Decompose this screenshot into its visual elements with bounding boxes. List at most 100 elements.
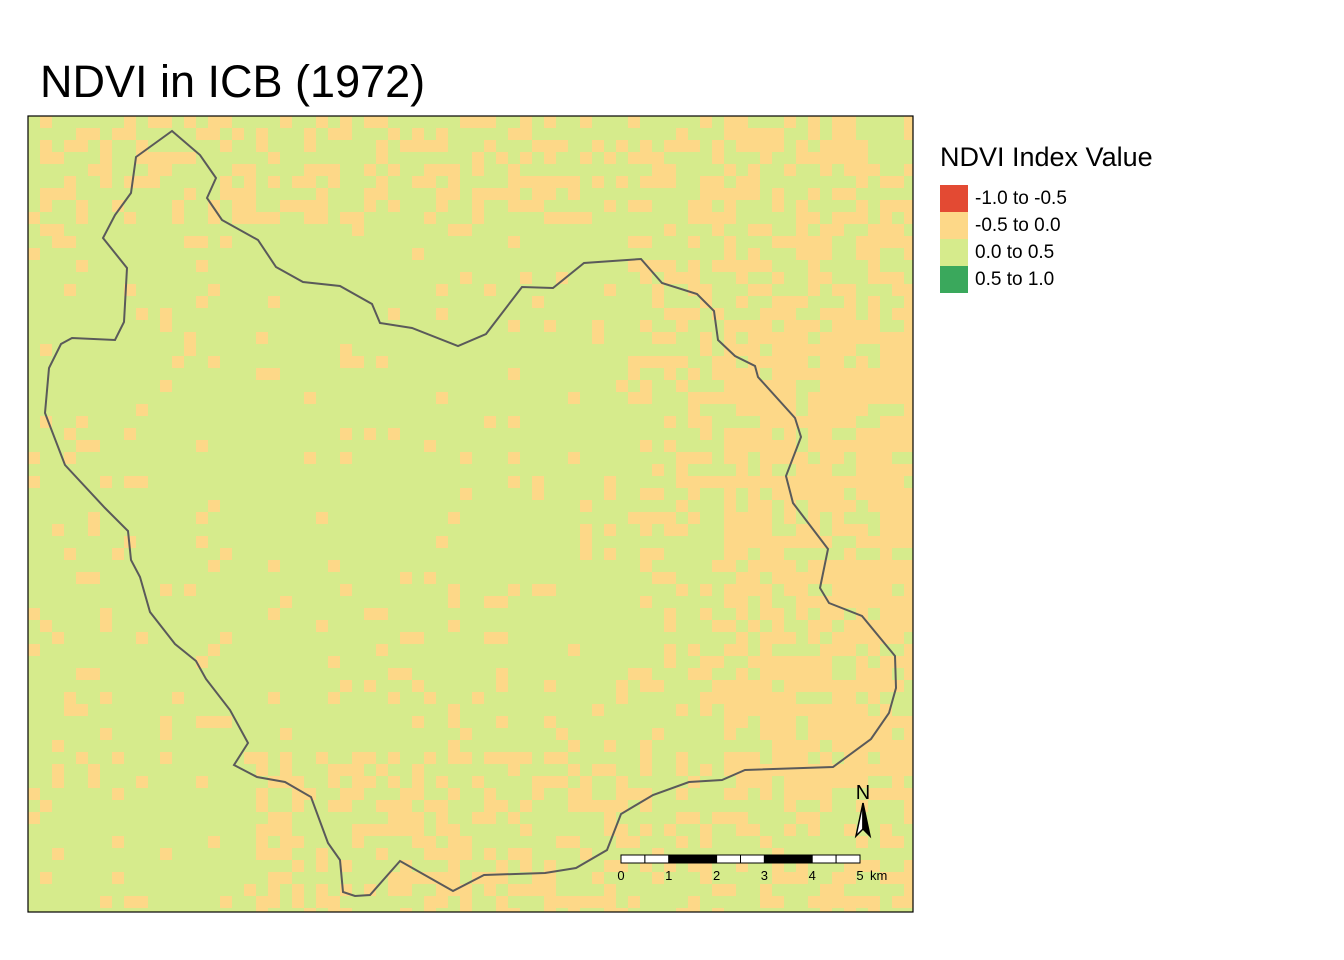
raster-cell bbox=[844, 584, 856, 596]
raster-cell bbox=[148, 116, 160, 128]
raster-cell bbox=[832, 440, 844, 452]
raster-cell bbox=[76, 128, 88, 140]
raster-cell bbox=[388, 668, 400, 680]
raster-cell bbox=[856, 164, 868, 176]
raster-cell bbox=[580, 500, 592, 512]
raster-cell bbox=[844, 368, 856, 380]
raster-cell bbox=[436, 824, 448, 836]
raster-cell bbox=[304, 908, 316, 912]
raster-cell bbox=[616, 140, 628, 152]
raster-cell bbox=[472, 812, 484, 824]
raster-cell bbox=[868, 392, 880, 404]
raster-cell bbox=[448, 860, 460, 872]
raster-cell bbox=[400, 800, 412, 812]
raster-cell bbox=[184, 188, 196, 200]
raster-cell bbox=[268, 368, 280, 380]
raster-cell bbox=[376, 116, 388, 128]
raster-cell bbox=[436, 776, 448, 788]
raster-cell bbox=[868, 476, 880, 488]
raster-cell bbox=[724, 596, 736, 608]
raster-cell bbox=[760, 728, 772, 740]
raster-cell bbox=[688, 452, 700, 464]
raster-cell bbox=[484, 596, 496, 608]
raster-cell bbox=[676, 380, 688, 392]
raster-cell bbox=[640, 800, 652, 812]
raster-cell bbox=[340, 764, 352, 776]
raster-cell bbox=[880, 416, 892, 428]
raster-cell bbox=[304, 164, 316, 176]
raster-cell bbox=[832, 332, 844, 344]
raster-cell bbox=[340, 428, 352, 440]
raster-cell bbox=[352, 824, 364, 836]
raster-cell bbox=[400, 668, 412, 680]
raster-cell bbox=[820, 356, 832, 368]
raster-cell bbox=[184, 152, 196, 164]
raster-cell bbox=[436, 164, 448, 176]
raster-cell bbox=[604, 860, 616, 872]
raster-cell bbox=[868, 788, 880, 800]
raster-cell bbox=[256, 836, 268, 848]
raster-cell bbox=[508, 476, 520, 488]
raster-cell bbox=[856, 464, 868, 476]
raster-cell bbox=[712, 212, 724, 224]
raster-cell bbox=[436, 812, 448, 824]
raster-cell bbox=[844, 740, 856, 752]
raster-cell bbox=[448, 848, 460, 860]
raster-cell bbox=[724, 248, 736, 260]
raster-cell bbox=[136, 632, 148, 644]
raster-cell bbox=[772, 308, 784, 320]
raster-cell bbox=[832, 416, 844, 428]
scale-bar-segment bbox=[787, 854, 813, 864]
raster-cell bbox=[400, 908, 412, 912]
scale-bar-unit: km bbox=[870, 868, 887, 883]
raster-cell bbox=[136, 776, 148, 788]
raster-cell bbox=[676, 812, 688, 824]
raster-cell bbox=[580, 524, 592, 536]
raster-cell bbox=[748, 704, 760, 716]
raster-cell bbox=[688, 908, 700, 912]
raster-cell bbox=[904, 344, 913, 356]
raster-cell bbox=[544, 716, 556, 728]
raster-cell bbox=[772, 416, 784, 428]
raster-cell bbox=[904, 320, 913, 332]
raster-cell bbox=[496, 860, 508, 872]
raster-cell bbox=[412, 812, 424, 824]
raster-cell bbox=[40, 620, 52, 632]
raster-cell bbox=[748, 488, 760, 500]
raster-cell bbox=[856, 428, 868, 440]
raster-cell bbox=[436, 308, 448, 320]
raster-cell bbox=[520, 824, 532, 836]
raster-cell bbox=[820, 620, 832, 632]
raster-cell bbox=[856, 152, 868, 164]
raster-cell bbox=[388, 428, 400, 440]
raster-cell bbox=[820, 752, 832, 764]
raster-cell bbox=[832, 872, 844, 884]
raster-cell bbox=[868, 680, 880, 692]
raster-cell bbox=[820, 236, 832, 248]
raster-cell bbox=[808, 656, 820, 668]
raster-cell bbox=[904, 800, 913, 812]
raster-cell bbox=[796, 296, 808, 308]
raster-cell bbox=[892, 632, 904, 644]
raster-cell bbox=[448, 716, 460, 728]
raster-cell bbox=[652, 572, 664, 584]
raster-cell bbox=[484, 140, 496, 152]
raster-cell bbox=[268, 608, 280, 620]
raster-cell bbox=[244, 752, 256, 764]
raster-cell bbox=[784, 392, 796, 404]
raster-cell bbox=[676, 140, 688, 152]
raster-cell bbox=[736, 260, 748, 272]
raster-cell bbox=[904, 536, 913, 548]
raster-cell bbox=[664, 656, 676, 668]
raster-cell bbox=[892, 572, 904, 584]
raster-cell bbox=[508, 764, 520, 776]
raster-cell bbox=[112, 752, 124, 764]
raster-cell bbox=[796, 212, 808, 224]
raster-cell bbox=[616, 776, 628, 788]
raster-cell bbox=[220, 896, 232, 908]
raster-cell bbox=[760, 596, 772, 608]
raster-cell bbox=[484, 632, 496, 644]
legend-item: -0.5 to 0.0 bbox=[940, 212, 1153, 239]
raster-cell bbox=[328, 764, 340, 776]
raster-cell bbox=[604, 488, 616, 500]
